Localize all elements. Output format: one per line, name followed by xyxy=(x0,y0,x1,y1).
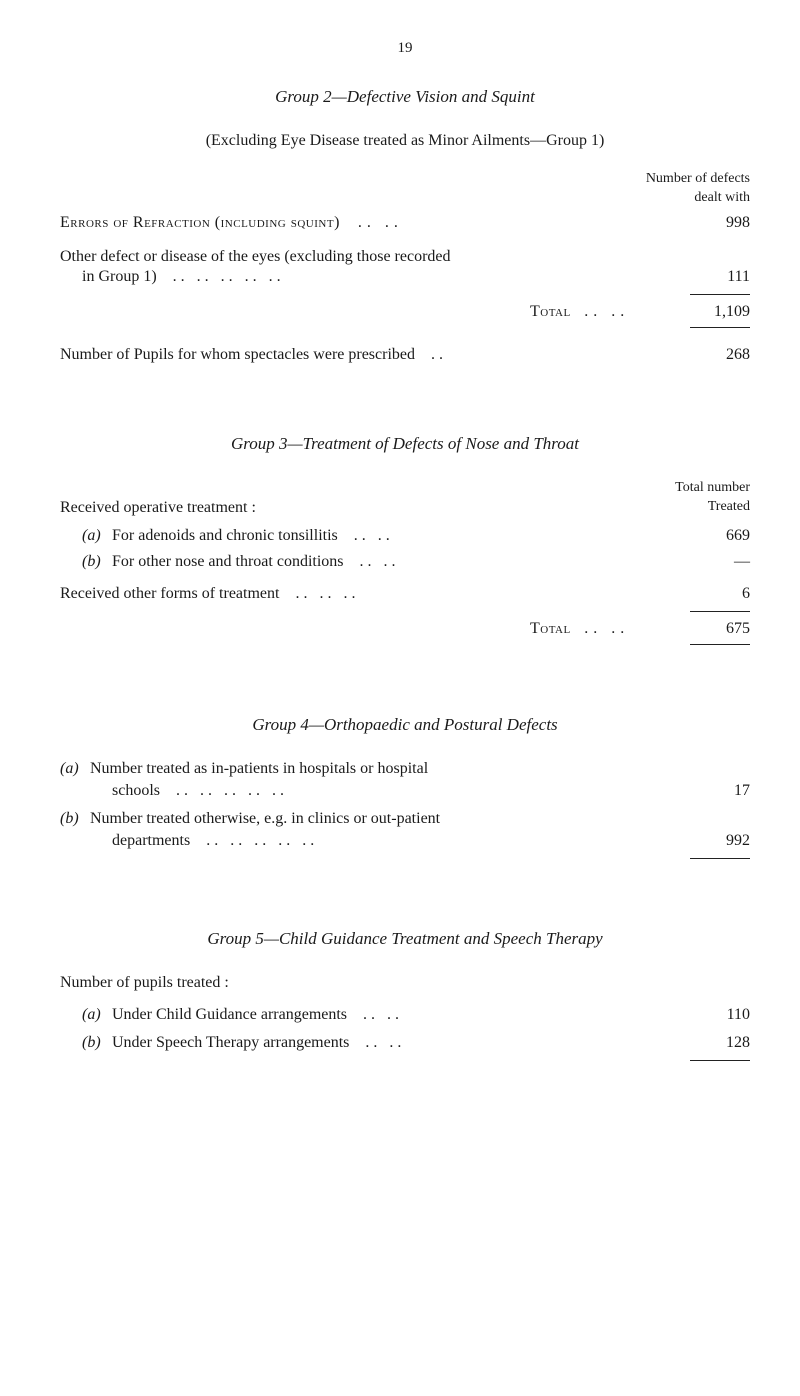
page-number: 19 xyxy=(60,40,750,57)
item-b-text-inner: For other nose and throat conditions xyxy=(112,553,344,570)
total-label-text: Total xyxy=(530,303,571,320)
group2-col-header: Number of defects dealt with xyxy=(60,170,750,208)
item-a-text-inner: For adenoids and chronic tonsillitis xyxy=(112,527,338,544)
item-a-value: 17 xyxy=(670,782,750,800)
item-b-text: Number treated otherwise, e.g. in clinic… xyxy=(90,810,670,828)
col-header-line1: Total number xyxy=(675,480,750,495)
other-defect-line1: Other defect or disease of the eyes (exc… xyxy=(60,248,670,266)
other-forms-label: Received other forms of treatment . . . … xyxy=(60,585,670,603)
item-b-line2-text: departments xyxy=(112,832,190,849)
group3-header-row: Received operative treatment : Total num… xyxy=(60,479,750,517)
item-a-line2-text: schools xyxy=(112,782,160,799)
group3-total-label: Total . . . . xyxy=(530,620,670,638)
group3-col-header: Total number Treated xyxy=(675,479,750,517)
dots: . . . . xyxy=(575,303,625,320)
item-a-text: Under Child Guidance arrangements . . . … xyxy=(112,1006,670,1024)
group3-total-value: 675 xyxy=(670,620,750,638)
document-page: 19 Group 2—Defective Vision and Squint (… xyxy=(0,0,800,1107)
total-label-text: Total xyxy=(530,620,571,637)
group4-item-b-cont: departments . . . . . . . . . . 992 xyxy=(60,832,750,850)
dots: . . xyxy=(419,346,443,363)
group2-title: Group 2—Defective Vision and Squint xyxy=(60,87,750,107)
item-a-line1: Number treated as in-patients in hospita… xyxy=(90,760,428,777)
rule xyxy=(690,858,750,859)
other-defect-block: Other defect or disease of the eyes (exc… xyxy=(60,248,750,286)
item-b-letter: (b) xyxy=(82,553,112,571)
dots: . . . . . . . . . . xyxy=(194,832,314,849)
errors-value: 998 xyxy=(670,214,750,232)
item-b-letter: (b) xyxy=(60,810,90,828)
item-a-value: 110 xyxy=(670,1006,750,1024)
pupils-label: Number of Pupils for whom spectacles wer… xyxy=(60,346,670,364)
errors-row: Errors of Refraction (including squint) … xyxy=(60,214,750,232)
other-defect-line2: in Group 1) . . . . . . . . . . xyxy=(60,268,670,286)
dots: . . . . xyxy=(344,214,398,231)
group4-item-b: (b) Number treated otherwise, e.g. in cl… xyxy=(60,810,750,828)
item-a-value: 669 xyxy=(670,527,750,545)
item-a-letter: (a) xyxy=(60,760,90,778)
dots: . . . . xyxy=(353,1034,401,1051)
group2-total-row: Total . . . . 1,109 xyxy=(60,303,750,321)
item-a-letter: (a) xyxy=(82,1006,112,1024)
pupils-label-text: Number of Pupils for whom spectacles wer… xyxy=(60,346,415,363)
other-forms-row: Received other forms of treatment . . . … xyxy=(60,585,750,603)
item-b-text: Under Speech Therapy arrangements . . . … xyxy=(112,1034,670,1052)
rule xyxy=(690,294,750,295)
group3-item-a: (a) For adenoids and chronic tonsillitis… xyxy=(60,527,750,545)
group4-title: Group 4—Orthopaedic and Postural Defects xyxy=(60,715,750,735)
item-a-text: Number treated as in-patients in hospita… xyxy=(90,760,670,778)
group3-item-b: (b) For other nose and throat conditions… xyxy=(60,553,750,571)
item-b-line2: departments . . . . . . . . . . xyxy=(90,832,670,850)
group3-title: Group 3—Treatment of Defects of Nose and… xyxy=(60,434,750,454)
rule xyxy=(690,1060,750,1061)
group5-title: Group 5—Child Guidance Treatment and Spe… xyxy=(60,929,750,949)
item-b-letter: (b) xyxy=(82,1034,112,1052)
rule xyxy=(690,327,750,328)
group5-heading-text: Number of pupils treated : xyxy=(60,974,750,992)
received-op-label: Received operative treatment : xyxy=(60,499,675,517)
col-header-line2: dealt with xyxy=(694,190,750,205)
item-b-value: 128 xyxy=(670,1034,750,1052)
dots: . . . . xyxy=(342,527,390,544)
item-b-text: For other nose and throat conditions . .… xyxy=(112,553,670,571)
pupils-value: 268 xyxy=(670,346,750,364)
item-a-line2: schools . . . . . . . . . . xyxy=(90,782,670,800)
group4-item-a: (a) Number treated as in-patients in hos… xyxy=(60,760,750,778)
dots: . . . . xyxy=(348,553,396,570)
other-forms-value: 6 xyxy=(670,585,750,603)
other-defect-line2-text: in Group 1) xyxy=(82,268,157,285)
group4-item-a-cont: schools . . . . . . . . . . 17 xyxy=(60,782,750,800)
errors-label: Errors of Refraction (including squint) … xyxy=(60,214,670,232)
pupils-row: Number of Pupils for whom spectacles wer… xyxy=(60,346,750,364)
item-a-text: For adenoids and chronic tonsillitis . .… xyxy=(112,527,670,545)
rule xyxy=(690,611,750,612)
other-forms-label-text: Received other forms of treatment xyxy=(60,585,279,602)
rule xyxy=(690,644,750,645)
dots: . . . . . . . . . . xyxy=(161,268,281,285)
dots: . . . . xyxy=(575,620,625,637)
group3-total-row: Total . . . . 675 xyxy=(60,620,750,638)
dots: . . . . . . . . . . xyxy=(164,782,284,799)
group2-total-value: 1,109 xyxy=(670,303,750,321)
group5-item-a: (a) Under Child Guidance arrangements . … xyxy=(60,1006,750,1024)
item-a-letter: (a) xyxy=(82,527,112,545)
item-b-value: — xyxy=(670,553,750,571)
errors-label-text: Errors of Refraction (including squint) xyxy=(60,214,340,231)
group5-item-b: (b) Under Speech Therapy arrangements . … xyxy=(60,1034,750,1052)
group5-heading: Number of pupils treated : xyxy=(60,974,750,992)
dots: . . . . xyxy=(351,1006,399,1023)
col-header-line1: Number of defects xyxy=(646,171,750,186)
item-b-line1: Number treated otherwise, e.g. in clinic… xyxy=(90,810,440,827)
dots: . . . . . . xyxy=(283,585,355,602)
col-header-line2: Treated xyxy=(708,499,750,514)
item-b-value: 992 xyxy=(670,832,750,850)
other-defect-value: 111 xyxy=(670,268,750,286)
item-b-text-inner: Under Speech Therapy arrangements xyxy=(112,1034,349,1051)
group2-total-label: Total . . . . xyxy=(530,303,670,321)
item-a-text-inner: Under Child Guidance arrangements xyxy=(112,1006,347,1023)
group2-subtitle: (Excluding Eye Disease treated as Minor … xyxy=(60,132,750,150)
